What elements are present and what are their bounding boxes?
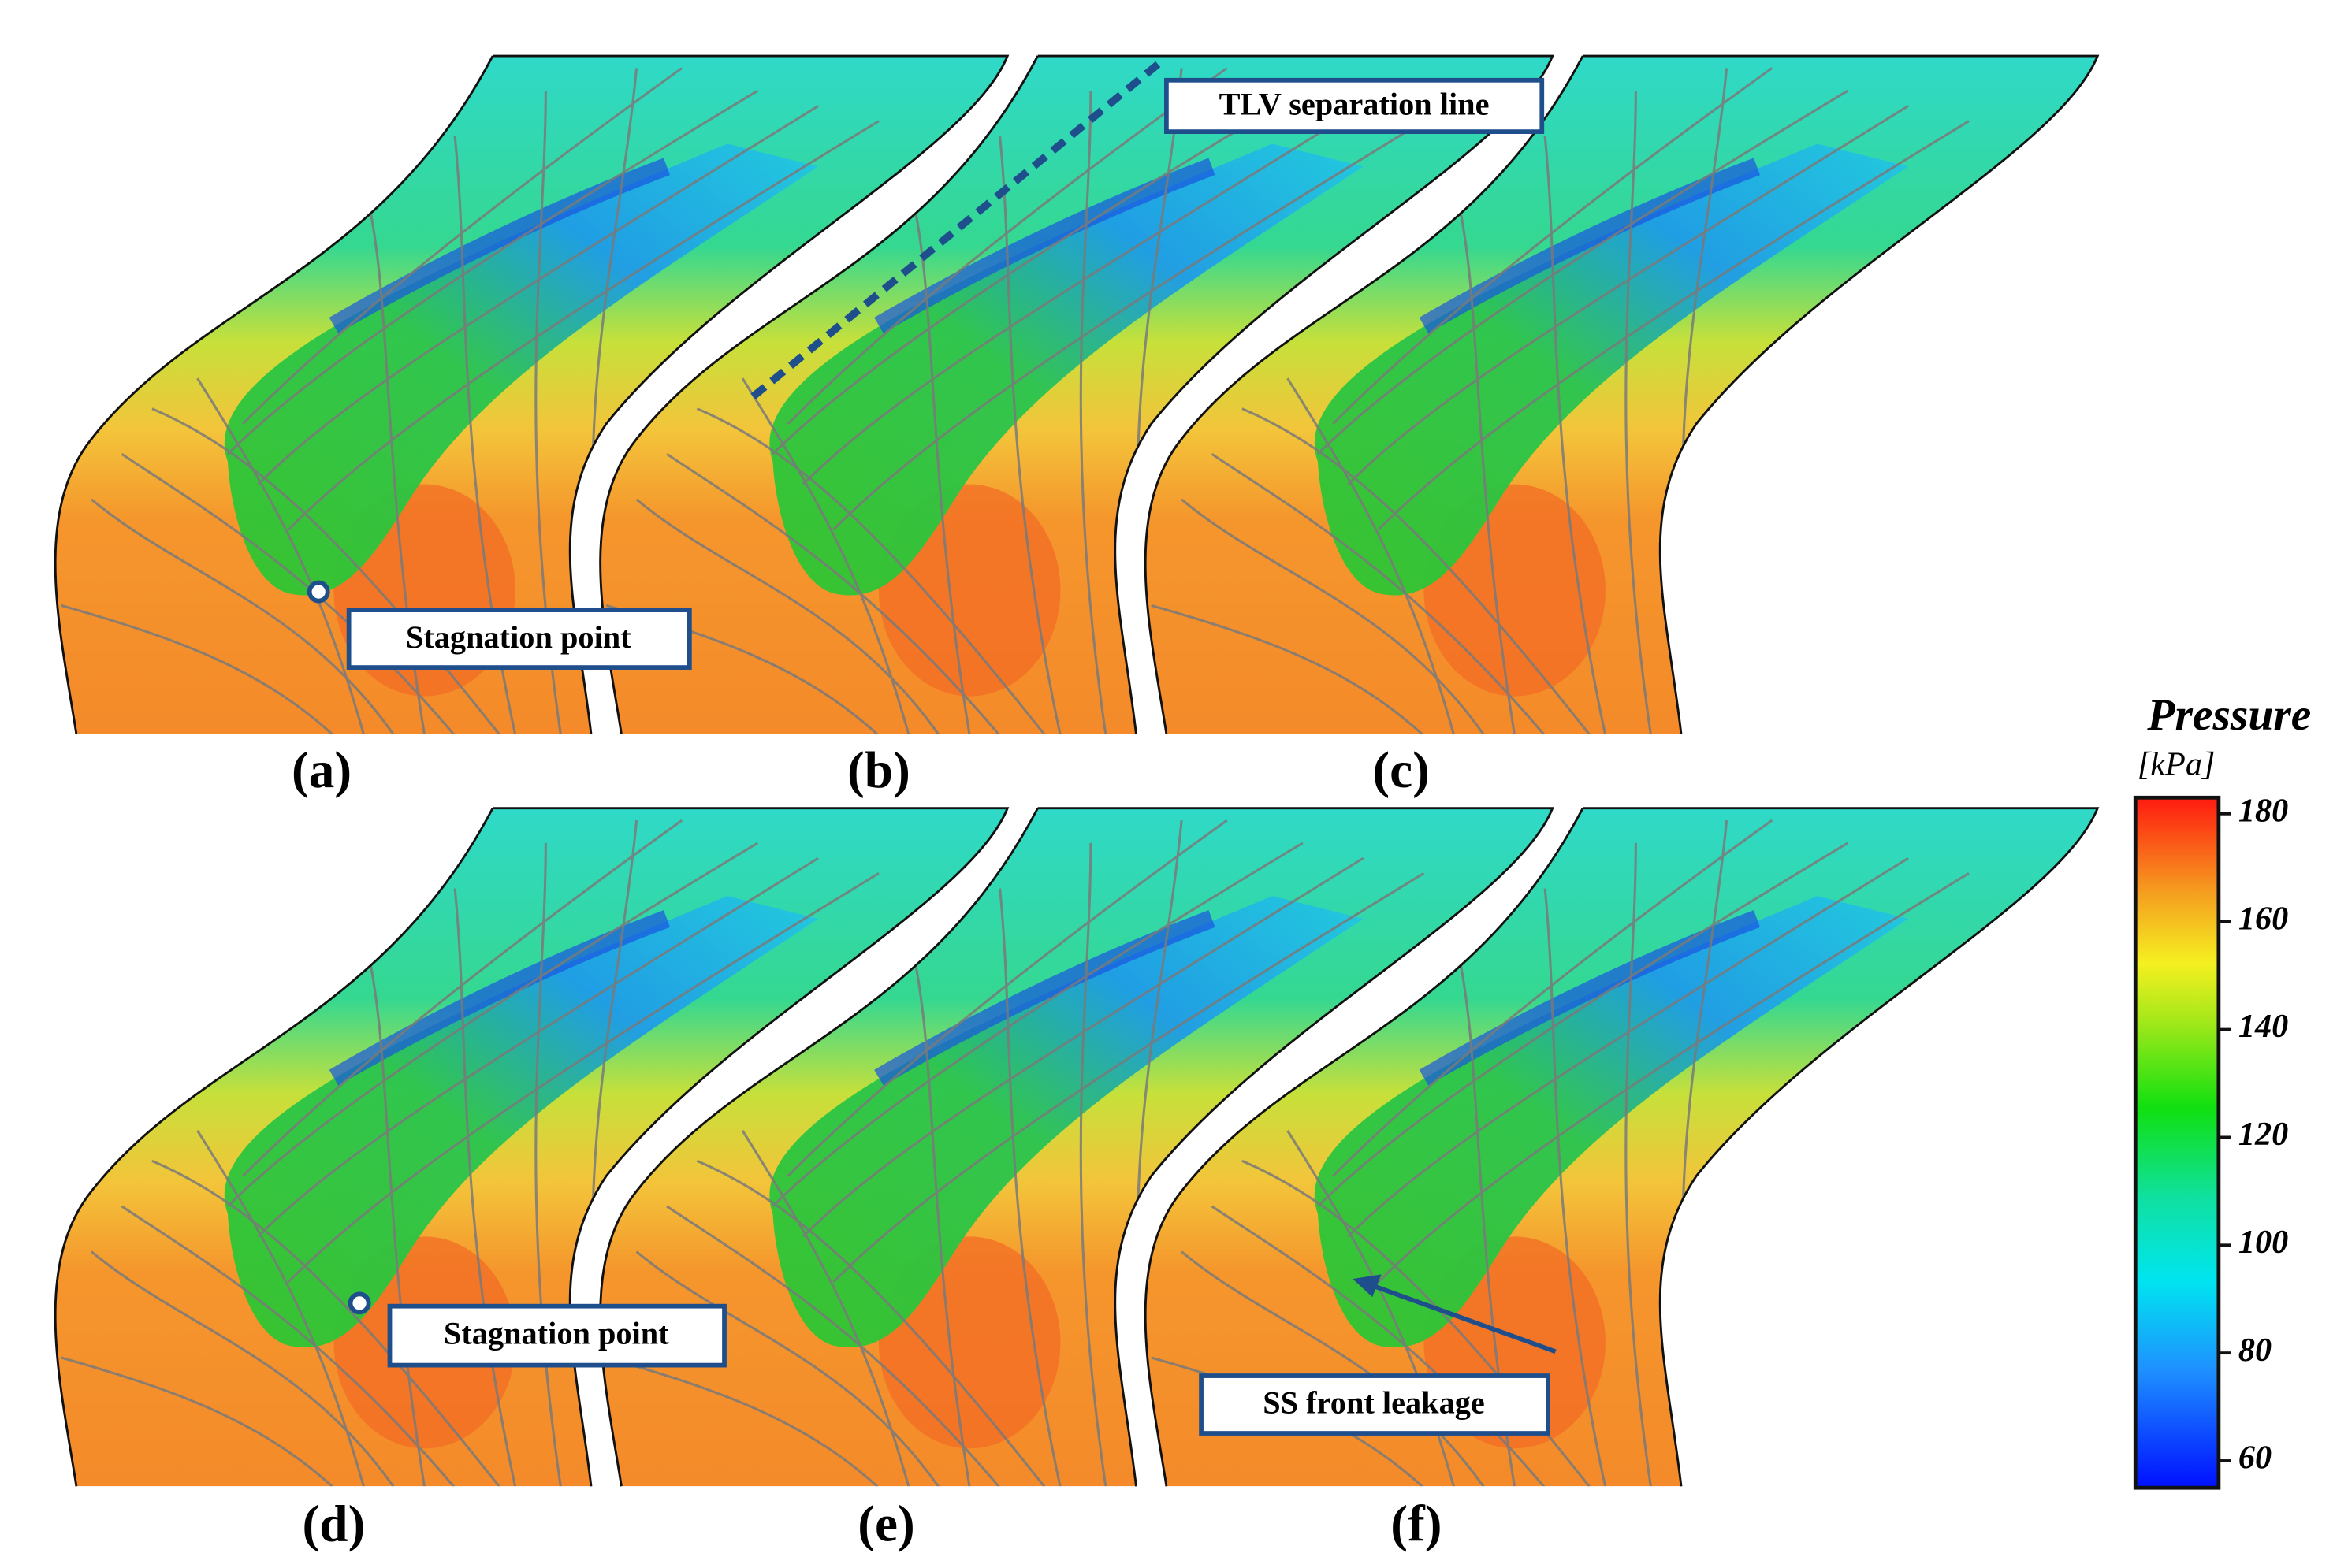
annotation: TLV separation line	[1219, 87, 1490, 122]
panel-label: (e)	[858, 1496, 914, 1552]
colorbar	[2133, 795, 2221, 1490]
panel-label: (b)	[847, 742, 910, 799]
annotation-box	[1199, 1373, 1550, 1436]
panel-row-bottom	[1, 808, 2151, 1489]
colorbar-ticks: 60 80 100 120 140 160 180	[2218, 793, 2288, 1477]
annotation: Stagnation point	[406, 619, 631, 655]
colorbar-unit: [kPa]	[2138, 745, 2216, 782]
colorbar-tick-label: 120	[2238, 1116, 2288, 1153]
separation-line	[750, 60, 1162, 399]
panel-row-top	[1, 56, 2151, 737]
colorbar-tick-label: 180	[2238, 793, 2288, 830]
colorbar-tick-label: 100	[2238, 1224, 2288, 1261]
colorbar-tick-label: 140	[2238, 1008, 2288, 1045]
annotation-box	[346, 608, 692, 670]
annotation-box	[1164, 77, 1545, 134]
stagnation-marker	[307, 580, 330, 604]
panel-label: (c)	[1372, 742, 1429, 799]
colorbar-tick-label: 80	[2238, 1332, 2272, 1369]
colorbar-tick-label: 160	[2238, 900, 2288, 937]
panel-label: (d)	[303, 1496, 366, 1552]
colorbar-title: Pressure	[2146, 690, 2311, 740]
annotation: SS front leakage	[1263, 1385, 1485, 1421]
panel-label: (f)	[1390, 1496, 1442, 1552]
panel-label: (a)	[292, 742, 352, 799]
arrow-head	[1353, 1274, 1382, 1298]
colorbar-tick-label: 60	[2238, 1440, 2272, 1477]
arrow	[1370, 1283, 1557, 1354]
stagnation-marker	[348, 1291, 371, 1315]
annotation: Stagnation point	[444, 1315, 669, 1351]
annotation-box	[387, 1303, 727, 1368]
